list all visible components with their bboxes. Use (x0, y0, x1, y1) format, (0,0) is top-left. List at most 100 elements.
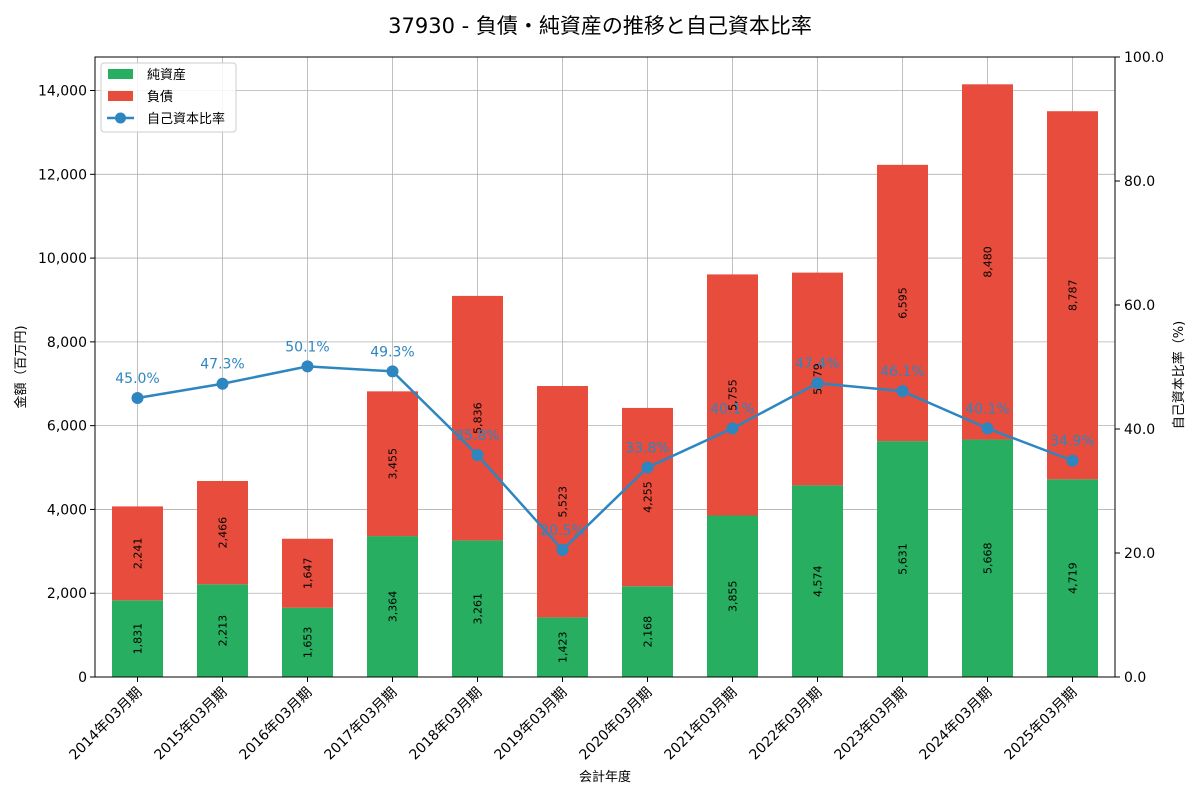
x-tick-label: 2016年03月期 (237, 685, 316, 764)
ratio-label: 47.4% (795, 356, 839, 372)
y-tick-label: 2,000 (47, 586, 87, 602)
bar-label-net-assets: 3,364 (387, 591, 400, 623)
plot-frame (94, 56, 1116, 678)
bar-net-assets (112, 600, 163, 677)
bar-label-liabilities: 8,480 (982, 246, 995, 278)
x-tick-label: 2014年03月期 (67, 685, 146, 764)
bar-liabilities (1047, 111, 1098, 480)
ratio-point (131, 392, 144, 404)
ratio-label: 46.1% (880, 364, 924, 380)
bar-liabilities (622, 407, 673, 587)
bar-label-net-assets: 5,631 (897, 543, 910, 575)
ratio-label: 45.0% (115, 371, 159, 387)
y2-tick-label: 20.0 (1124, 546, 1155, 562)
bar-label-liabilities: 8,787 (1067, 280, 1080, 312)
bar-liabilities (707, 274, 758, 516)
y2-axis-title: 自己資本比率（%) (1171, 321, 1187, 429)
bar-label-liabilities: 5,836 (472, 402, 485, 434)
x-tick-label: 2017年03月期 (322, 685, 401, 764)
ratio-label: 35.8% (455, 428, 499, 444)
bar-liabilities (962, 84, 1013, 440)
bar-label-liabilities: 5,755 (727, 379, 740, 411)
ratio-point (811, 377, 824, 390)
bar-label-liabilities: 3,455 (387, 448, 400, 480)
bar-liabilities (112, 506, 163, 601)
bar-net-assets (537, 617, 588, 677)
ratio-label: 20.5% (540, 523, 584, 539)
bar-label-net-assets: 1,423 (557, 631, 570, 663)
bar-net-assets (367, 536, 418, 677)
x-tick-label: 2025年03月期 (1002, 685, 1081, 764)
bar-liabilities (367, 391, 418, 537)
bar-net-assets (792, 485, 843, 677)
ratio-label: 34.9% (1050, 434, 1094, 450)
legend-frame (100, 62, 237, 133)
ratio-label: 33.8% (625, 440, 669, 456)
ratio-point (556, 543, 569, 556)
legend-label-net-assets: 純資産 (147, 67, 186, 83)
bar-net-assets (197, 584, 248, 677)
y-tick-label: 0 (78, 670, 87, 686)
legend: 純資産 負債 自己資本比率 (100, 62, 237, 133)
y-tick-label: 12,000 (38, 167, 87, 183)
ratio-label: 40.1% (965, 401, 1009, 417)
x-tick-label: 2015年03月期 (152, 685, 231, 764)
bar-label-liabilities: 5,523 (557, 486, 570, 518)
bar-label-net-assets: 4,574 (812, 565, 825, 597)
ratio-point (386, 365, 399, 378)
bar-label-liabilities: 6,595 (897, 287, 910, 319)
legend-swatch-net-assets (108, 69, 133, 79)
bar-net-assets (622, 586, 673, 677)
ratio-point (301, 360, 314, 373)
y2-tick-label: 0.0 (1124, 670, 1146, 686)
bar-label-net-assets: 1,653 (302, 627, 315, 659)
y-tick-label: 14,000 (38, 84, 87, 100)
legend-label-ratio: 自己資本比率 (147, 111, 225, 127)
ratio-label: 40.1% (710, 401, 754, 417)
bar-label-net-assets: 2,213 (217, 615, 230, 647)
x-tick-label: 2024年03月期 (917, 685, 996, 764)
ratio-point (1066, 454, 1079, 467)
bar-net-assets (877, 441, 928, 677)
y2-tick-label: 60.0 (1124, 298, 1155, 314)
bar-label-net-assets: 4,719 (1067, 562, 1080, 594)
bar-liabilities (537, 386, 588, 618)
ratio-label: 50.1% (285, 339, 329, 355)
ratio-point (641, 461, 654, 474)
bar-label-net-assets: 3,855 (727, 581, 740, 613)
bar-label-net-assets: 5,668 (982, 543, 995, 575)
bar-net-assets (962, 439, 1013, 677)
ratio-point (216, 377, 229, 390)
y-axis-title: 金額（百万円) (13, 325, 29, 408)
bar-net-assets (707, 515, 758, 677)
y-tick-label: 10,000 (38, 251, 87, 267)
bar-label-liabilities: 2,241 (132, 538, 145, 570)
ratio-polyline (137, 365, 1073, 552)
bars: 1,831 2,241 2,213 2,466 1,653 1,647 3,364 3,455… (112, 84, 1098, 677)
bar-liabilities (452, 295, 503, 541)
x-tick-label: 2021年03月期 (662, 685, 741, 764)
legend-marker-ratio (115, 112, 126, 124)
ratio-point (981, 422, 994, 435)
x-tick-label: 2023年03月期 (832, 685, 911, 764)
ratio-line: 45.0% 47.3% 50.1% 49.3% 35.8% 20.5% 33.8% 40.1%… (115, 339, 1095, 556)
x-tick-label: 2022年03月期 (747, 685, 826, 764)
ratio-point (471, 449, 484, 462)
legend-swatch-liabilities (108, 91, 133, 101)
ratio-point (896, 385, 909, 398)
chart-title: 37930 - 負債・純資産の推移と自己資本比率 (388, 14, 812, 38)
y2-tick-label: 40.0 (1124, 422, 1155, 438)
y-tick-label: 8,000 (47, 335, 87, 351)
y2-tick-label: 80.0 (1124, 174, 1155, 190)
bar-label-net-assets: 2,168 (642, 616, 655, 648)
bar-liabilities (282, 538, 333, 608)
legend-label-liabilities: 負債 (147, 90, 173, 105)
x-tick-label: 2019年03月期 (492, 685, 571, 764)
y-tick-label: 4,000 (47, 502, 87, 518)
bar-label-liabilities: 4,255 (642, 481, 655, 512)
bar-label-net-assets: 3,261 (472, 593, 485, 625)
y2-tick-label: 100.0 (1124, 50, 1164, 66)
bar-net-assets (282, 607, 333, 677)
ratio-label: 47.3% (200, 357, 244, 373)
